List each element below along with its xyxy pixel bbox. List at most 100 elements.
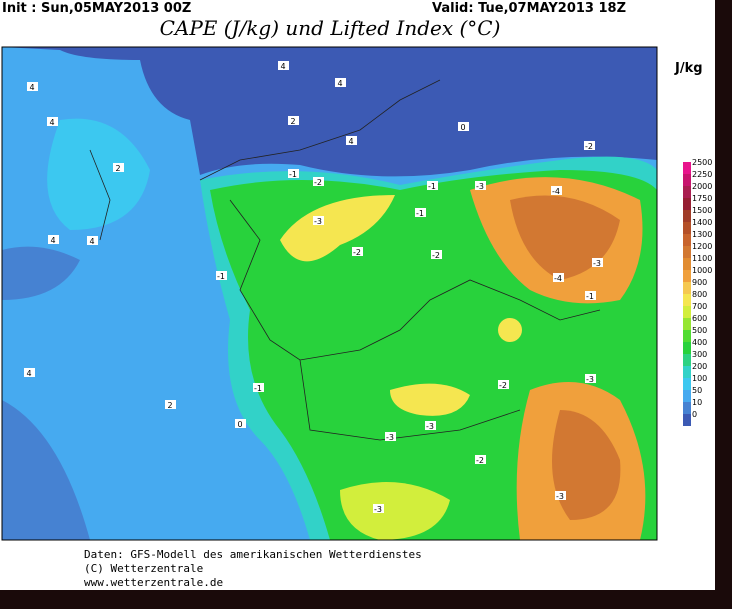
contour-label-box <box>47 117 58 126</box>
contour-label-box <box>27 82 38 91</box>
colorbar-swatch <box>683 162 691 174</box>
colorbar-label: 200 <box>692 362 707 371</box>
contour-label: 4 <box>26 369 31 378</box>
contour-label: 2 <box>115 164 120 173</box>
colorbar-label: 400 <box>692 338 707 347</box>
colorbar-unit: J/kg <box>674 61 703 76</box>
contour-label: 0 <box>460 123 465 132</box>
colorbar-label: 100 <box>692 374 707 383</box>
contour-label-box <box>253 383 264 392</box>
map-frame <box>1 46 658 541</box>
colorbar-swatch <box>683 330 691 342</box>
contour-label: 4 <box>348 137 353 146</box>
colorbar-label: 1200 <box>692 242 712 251</box>
contour-label: 4 <box>89 237 94 246</box>
colorbar-label: 1300 <box>692 230 712 239</box>
contour-label-box <box>585 374 596 383</box>
contour-label: 4 <box>280 62 285 71</box>
colorbar-label: 1500 <box>692 206 712 215</box>
contour-label-box <box>216 271 227 280</box>
colorbar-swatch <box>683 282 691 294</box>
contour-label-box <box>425 421 436 430</box>
contour-label-box <box>415 208 426 217</box>
contour-label: -1 <box>416 209 424 218</box>
contour-label: 4 <box>337 79 342 88</box>
contour-label-box <box>113 163 124 172</box>
contour-label: -1 <box>586 292 594 301</box>
colorbar-label: 1000 <box>692 266 712 275</box>
contour-label: -3 <box>593 259 601 268</box>
contour-label: 0 <box>237 420 242 429</box>
frame-right <box>715 0 732 609</box>
colorbar-swatch <box>683 390 691 402</box>
contour-label-box <box>551 186 562 195</box>
colorbar-label: 0 <box>692 410 697 419</box>
colorbar-swatch <box>683 258 691 270</box>
contour-label: -3 <box>386 433 394 442</box>
contour-label: -3 <box>586 375 594 384</box>
colorbar-swatch <box>683 318 691 330</box>
colorbar-swatch <box>683 198 691 210</box>
contour-label-box <box>48 235 59 244</box>
colorbar-swatch <box>683 306 691 318</box>
contour-label-box <box>346 136 357 145</box>
colorbar-label: 600 <box>692 314 707 323</box>
contour-label: -1 <box>289 170 297 179</box>
contour-label: -3 <box>314 217 322 226</box>
contour-label: -1 <box>428 182 436 191</box>
colorbar-label: 1100 <box>692 254 712 263</box>
contour-label: -2 <box>314 178 322 187</box>
contour-label: -3 <box>556 492 564 501</box>
colorbar-label: 800 <box>692 290 707 299</box>
contour-label: -2 <box>476 456 484 465</box>
valid-time: Valid: Tue,07MAY2013 18Z <box>432 1 626 16</box>
colorbar-label: 2000 <box>692 182 712 191</box>
frame-bottom <box>0 590 732 609</box>
contour-label-box <box>313 216 324 225</box>
contour-label-box <box>235 419 246 428</box>
contour-label: -2 <box>432 251 440 260</box>
colorbar-swatch <box>683 402 691 414</box>
contour-label-box <box>592 258 603 267</box>
contour-label: -3 <box>476 182 484 191</box>
footer-line: Daten: GFS-Modell des amerikanischen Wet… <box>84 548 422 561</box>
contour-label: -2 <box>353 248 361 257</box>
colorbar-label: 300 <box>692 350 707 359</box>
colorbar-swatch <box>683 342 691 354</box>
contour-label-box <box>385 432 396 441</box>
colorbar-swatch <box>683 210 691 222</box>
colorbar-label: 2500 <box>692 158 712 167</box>
colorbar-swatch <box>683 294 691 306</box>
contour-label: 2 <box>290 117 295 126</box>
colorbar-swatch <box>683 270 691 282</box>
contour-label: 4 <box>50 236 55 245</box>
contour-label-box <box>553 273 564 282</box>
contour-label-box <box>288 116 299 125</box>
contour-label: 4 <box>49 118 54 127</box>
contour-label: -4 <box>554 274 562 283</box>
contour-label-box <box>335 78 346 87</box>
colorbar-swatch <box>683 414 691 426</box>
colorbar-label: 900 <box>692 278 707 287</box>
init-time: Init : Sun,05MAY2013 00Z <box>2 1 191 16</box>
colorbar-label: 1750 <box>692 194 712 203</box>
colorbar-label: 500 <box>692 326 707 335</box>
contour-label-box <box>475 181 486 190</box>
colorbar-label: 700 <box>692 302 707 311</box>
contour-label-box <box>555 491 566 500</box>
contour-label: -4 <box>552 187 560 196</box>
contour-label: 2 <box>167 401 172 410</box>
contour-label-box <box>278 61 289 70</box>
colorbar-swatch <box>683 354 691 366</box>
colorbar-swatch <box>683 234 691 246</box>
map <box>2 47 657 540</box>
colorbar-swatch <box>683 378 691 390</box>
contour-label-box <box>475 455 486 464</box>
contour-label: -2 <box>499 381 507 390</box>
colorbar-label: 1400 <box>692 218 712 227</box>
contour-label: -1 <box>254 384 262 393</box>
colorbar-label: 10 <box>692 398 702 407</box>
colorbar-swatch <box>683 366 691 378</box>
colorbar-label: 2250 <box>692 170 712 179</box>
footer-line: www.wetterzentrale.de <box>84 576 223 589</box>
